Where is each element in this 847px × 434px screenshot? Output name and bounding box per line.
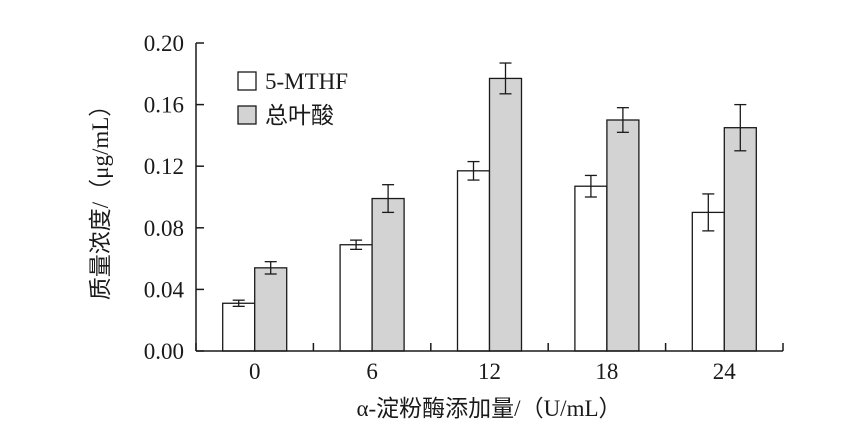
y-tick-label: 0.12 xyxy=(144,154,184,179)
y-tick-label: 0.04 xyxy=(144,277,185,302)
y-tick-label: 0.00 xyxy=(144,339,184,364)
legend-label-series2: 总叶酸 xyxy=(265,103,334,128)
error-bars xyxy=(232,62,747,307)
bar-series2-6 xyxy=(371,197,405,352)
legend: 5-MTHF 总叶酸 xyxy=(237,69,348,128)
y-tick-label: 0.16 xyxy=(144,93,184,118)
x-tick-label: 6 xyxy=(366,359,378,384)
x-axis-title: α-淀粉酶添加量/（U/mL） xyxy=(356,396,621,421)
legend-label-series1: 5-MTHF xyxy=(265,69,348,94)
bar-series1-18 xyxy=(574,185,608,352)
bar-series1-6 xyxy=(339,244,373,352)
x-tick-label: 18 xyxy=(595,359,618,384)
bar-series2-18 xyxy=(606,119,640,352)
bar-series2-0 xyxy=(254,267,288,352)
bar-series1-24 xyxy=(691,211,725,352)
legend-swatch-series1 xyxy=(237,71,257,91)
legend-swatch-series2 xyxy=(237,105,257,125)
y-axis-title: 质量浓度/（μg/mL） xyxy=(88,94,113,301)
bar-series1-12 xyxy=(456,170,491,352)
bar-series1-0 xyxy=(222,302,256,352)
axes: 0.00 0.04 0.08 0.12 0.16 0.20 0 6 12 18 24 xyxy=(144,31,784,384)
x-tick-label: 12 xyxy=(478,359,501,384)
y-tick-label: 0.20 xyxy=(144,31,184,56)
x-tick-label: 24 xyxy=(713,359,737,384)
y-tick-label: 0.08 xyxy=(144,216,184,241)
bar-series2-12 xyxy=(488,77,523,352)
bar-series2-24 xyxy=(723,127,757,352)
x-tick-label: 0 xyxy=(249,359,261,384)
